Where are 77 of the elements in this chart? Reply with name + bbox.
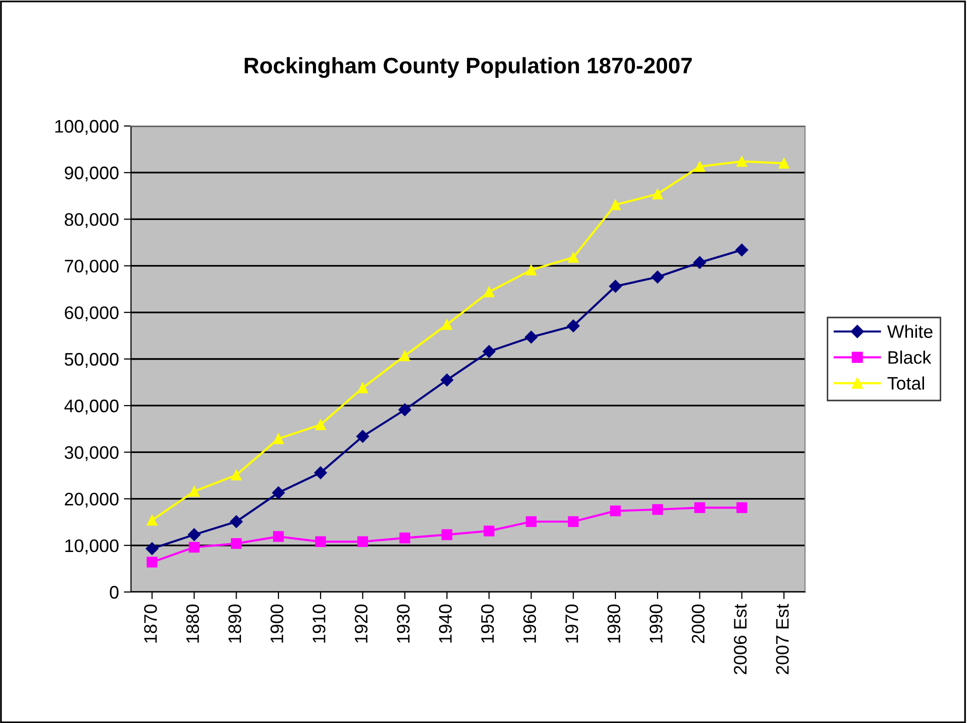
x-tick-label: 1940 [439, 604, 452, 643]
point [442, 319, 452, 330]
point [609, 280, 622, 293]
point [188, 528, 201, 542]
point [524, 330, 538, 344]
x-tick-label: 1910 [312, 604, 326, 643]
point [568, 516, 579, 528]
x-tick-label: 1900 [270, 604, 284, 643]
x-tick-label: 1990 [650, 604, 662, 643]
point [398, 403, 412, 416]
point [399, 350, 410, 362]
point [694, 502, 706, 514]
point [566, 320, 580, 332]
point [652, 504, 663, 515]
point [482, 345, 496, 358]
y-tick-label: 30,000 [64, 446, 118, 462]
x-tick-label: 2007 Est [776, 604, 789, 674]
point [272, 486, 285, 500]
point [693, 256, 706, 269]
y-tick-label: 40,000 [64, 400, 118, 414]
x-tick-label: 1950 [481, 604, 494, 643]
x-tick-label: 2000 [692, 604, 705, 644]
point [230, 515, 243, 528]
y-tick-label: 70,000 [64, 260, 118, 275]
point [736, 502, 748, 514]
x-tick-label: 1880 [186, 604, 200, 643]
x-tick-label: 1890 [228, 604, 242, 643]
point [652, 188, 663, 200]
x-tick-label: 1970 [565, 604, 578, 643]
point [526, 264, 537, 276]
point [315, 419, 326, 430]
x-tick-label: 1870 [144, 604, 157, 643]
point [356, 430, 370, 443]
y-tick-label: 20,000 [64, 492, 118, 508]
point [694, 161, 706, 172]
y-tick-label: 10,000 [65, 539, 118, 554]
point [610, 199, 621, 210]
point [399, 532, 410, 544]
y-tick-label: 100,000 [55, 120, 118, 135]
point [778, 158, 790, 169]
x-tick-label: 1930 [396, 604, 410, 643]
x-tick-label: 1980 [608, 604, 620, 643]
point [146, 542, 158, 556]
y-tick-label: 60,000 [64, 306, 118, 322]
point [651, 270, 664, 284]
x-tick-label: 1920 [354, 604, 368, 643]
legend-label: White [887, 324, 932, 338]
legend-label: Total [887, 376, 924, 390]
point [357, 536, 368, 548]
point [357, 382, 368, 394]
point [484, 286, 494, 298]
y-tick-label: 90,000 [64, 166, 118, 182]
legend-label: Black [888, 350, 932, 364]
chart-title: Rockingham County Population 1870-2007 [244, 57, 692, 78]
point [735, 244, 748, 256]
point [230, 470, 242, 480]
point [315, 536, 326, 548]
point [146, 556, 158, 568]
point [188, 542, 200, 553]
x-tick-label: 2006 Est [734, 604, 747, 674]
point [273, 433, 284, 444]
point [442, 529, 452, 540]
point [440, 374, 454, 386]
point [484, 526, 494, 536]
point [736, 156, 748, 167]
point [314, 466, 327, 480]
point [568, 252, 579, 263]
y-tick-label: 80,000 [64, 213, 118, 228]
y-tick-label: 0 [110, 586, 118, 599]
point [188, 486, 200, 497]
y-tick-label: 50,000 [64, 352, 118, 368]
point [146, 514, 158, 526]
point [273, 531, 284, 542]
point [610, 506, 621, 516]
x-tick-label: 1960 [523, 604, 536, 643]
point [230, 538, 242, 549]
point [526, 516, 537, 528]
